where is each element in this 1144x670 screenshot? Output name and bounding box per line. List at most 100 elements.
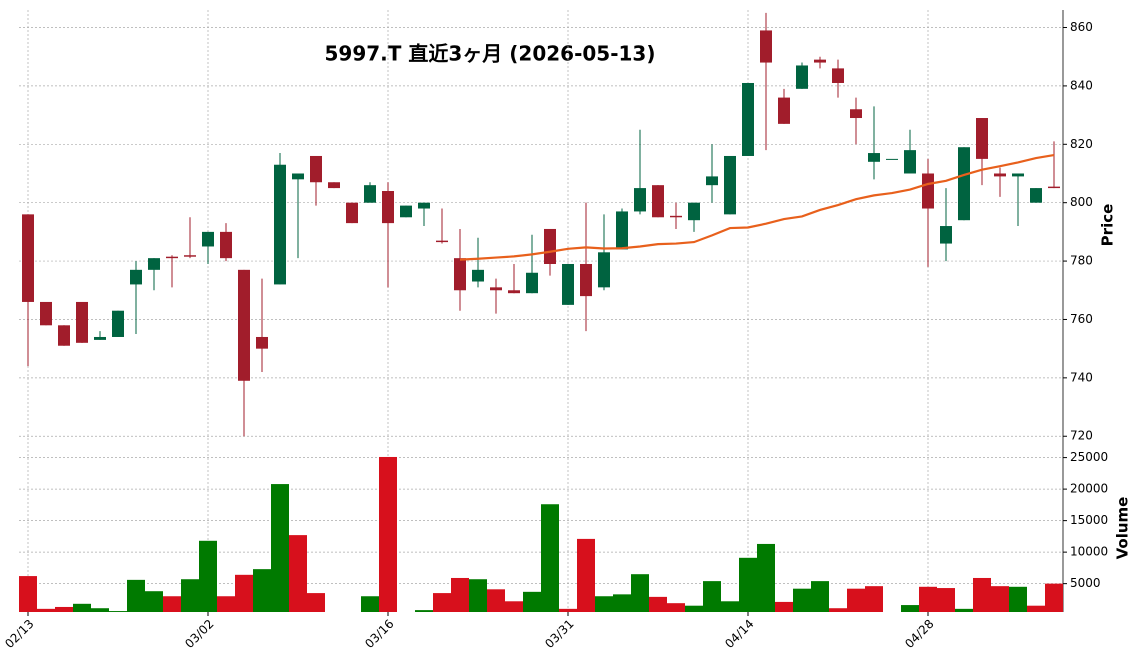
volume-bar: [451, 577, 469, 612]
candle-body: [310, 155, 322, 183]
volume-bar: [163, 596, 181, 612]
volume-bar: [469, 579, 487, 612]
volume-bar: [613, 594, 631, 612]
candle-body: [544, 228, 556, 264]
volume-bar: [901, 605, 919, 612]
volume-bar: [685, 605, 703, 612]
candle-body: [454, 258, 466, 291]
candle-body: [490, 287, 502, 291]
volume-bar: [523, 591, 541, 612]
candle-body: [148, 258, 160, 270]
volume-bar: [721, 601, 739, 612]
volume-bar: [739, 557, 757, 612]
candle-body: [184, 255, 196, 257]
y-tick-label: 25000: [1070, 450, 1108, 464]
candle-body: [328, 182, 340, 189]
candle-body: [904, 150, 916, 174]
volume-bar: [487, 589, 505, 612]
candle-body: [1012, 173, 1024, 177]
candle-body: [760, 30, 772, 63]
candle-body: [922, 173, 934, 209]
candle-body: [166, 256, 178, 259]
volume-bar: [865, 586, 883, 612]
volume-bar: [847, 588, 865, 612]
volume-bar: [505, 601, 523, 612]
x-tick-label: 03/02: [182, 617, 216, 651]
y-tick-label: 820: [1070, 137, 1093, 151]
y-tick-label: 10000: [1070, 545, 1108, 559]
candle-body: [22, 214, 34, 302]
candle-body: [400, 205, 412, 218]
candle-body: [832, 68, 844, 83]
volume-bar: [127, 579, 145, 612]
volume-bar: [577, 538, 595, 612]
volume-bar: [955, 608, 973, 612]
x-tick-label: 04/14: [722, 617, 756, 651]
candle-body: [58, 325, 70, 346]
volume-bar: [631, 574, 649, 612]
volume-bar: [829, 608, 847, 612]
volume-bar: [919, 586, 937, 612]
chart-title: 5997.T 直近3ヶ月 (2026-05-13): [325, 42, 656, 66]
candle-body: [958, 147, 970, 221]
candle-body: [634, 188, 646, 212]
moving-average: [459, 154, 1055, 261]
y-axis-label: Volume: [1114, 497, 1132, 560]
candle-body: [256, 336, 268, 349]
volume-bar: [289, 535, 307, 612]
volume-bar: [541, 504, 559, 612]
candle-body: [562, 263, 574, 305]
volume-bar: [793, 588, 811, 612]
y-tick-label: 15000: [1070, 513, 1108, 527]
volume-bar: [145, 591, 163, 612]
x-tick-label: 02/13: [2, 617, 36, 651]
y-tick-label: 720: [1070, 429, 1093, 443]
volume-bar: [973, 577, 991, 612]
candle-body: [346, 202, 358, 224]
volume-bar: [307, 593, 325, 612]
volume-bar: [1009, 586, 1027, 612]
candle-body: [472, 269, 484, 282]
candle-body: [886, 158, 898, 160]
volume-bar: [811, 581, 829, 612]
candle-body: [1048, 186, 1060, 189]
x-tick-label: 04/28: [902, 617, 936, 651]
candle-body: [706, 176, 718, 186]
candle-body: [526, 272, 538, 294]
volume-bar: [361, 596, 379, 612]
candle-body: [130, 269, 142, 285]
candle-body: [1030, 188, 1042, 203]
candle-body: [436, 240, 448, 243]
x-tick-label: 03/31: [542, 617, 576, 651]
volume-bar: [379, 456, 397, 612]
volume-bar: [937, 588, 955, 612]
y-tick-label: 740: [1070, 370, 1093, 384]
volume-bar: [109, 611, 127, 612]
volume-bar: [991, 586, 1009, 612]
candle-body: [724, 155, 736, 215]
candle-body: [274, 164, 286, 285]
candle-body: [292, 173, 304, 180]
y-tick-label: 5000: [1070, 576, 1101, 590]
candle-body: [76, 301, 88, 343]
volume-bar: [19, 576, 37, 612]
candle-body: [202, 231, 214, 247]
volume-bar: [415, 610, 433, 612]
candle-body: [238, 269, 250, 381]
volume-bar: [595, 596, 613, 612]
candle-body: [616, 211, 628, 250]
candle-body: [796, 65, 808, 89]
y-tick-label: 20000: [1070, 482, 1108, 496]
y-axis-label: Price: [1099, 204, 1117, 247]
candle-body: [508, 290, 520, 294]
volume-bar: [73, 603, 91, 612]
volume-bar: [199, 540, 217, 612]
candle-body: [652, 185, 664, 218]
volume-bar: [235, 574, 253, 612]
volume-bar: [775, 601, 793, 612]
y-tick-label: 800: [1070, 195, 1093, 209]
candle-body: [580, 263, 592, 297]
volume-bar: [253, 569, 271, 612]
candle-body: [940, 226, 952, 244]
